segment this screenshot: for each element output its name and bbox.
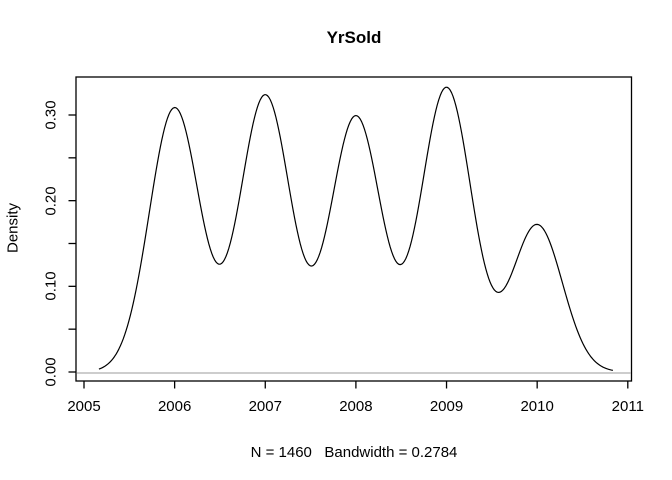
plot-title: YrSold — [326, 28, 382, 47]
y-tick-label: 0.10 — [42, 271, 60, 301]
plot-box — [75, 76, 633, 382]
x-tick-label: 2006 — [157, 398, 192, 415]
x-tick-label: 2008 — [339, 398, 373, 415]
y-axis-title: Density — [4, 202, 22, 254]
density-curve — [98, 86, 613, 371]
x-tick-label: 2007 — [248, 398, 282, 415]
y-tick-label: 0.00 — [42, 357, 60, 387]
y-tick-label: 0.20 — [42, 186, 60, 216]
x-tick-label: 2011 — [611, 398, 644, 415]
x-tick-label: 2009 — [429, 398, 464, 415]
x-tick-label: 2005 — [67, 398, 101, 415]
x-axis-caption: N = 1460 Bandwidth = 0.2784 — [250, 444, 458, 461]
y-tick-label: 0.30 — [42, 100, 60, 130]
x-tick-label: 2010 — [520, 398, 554, 415]
